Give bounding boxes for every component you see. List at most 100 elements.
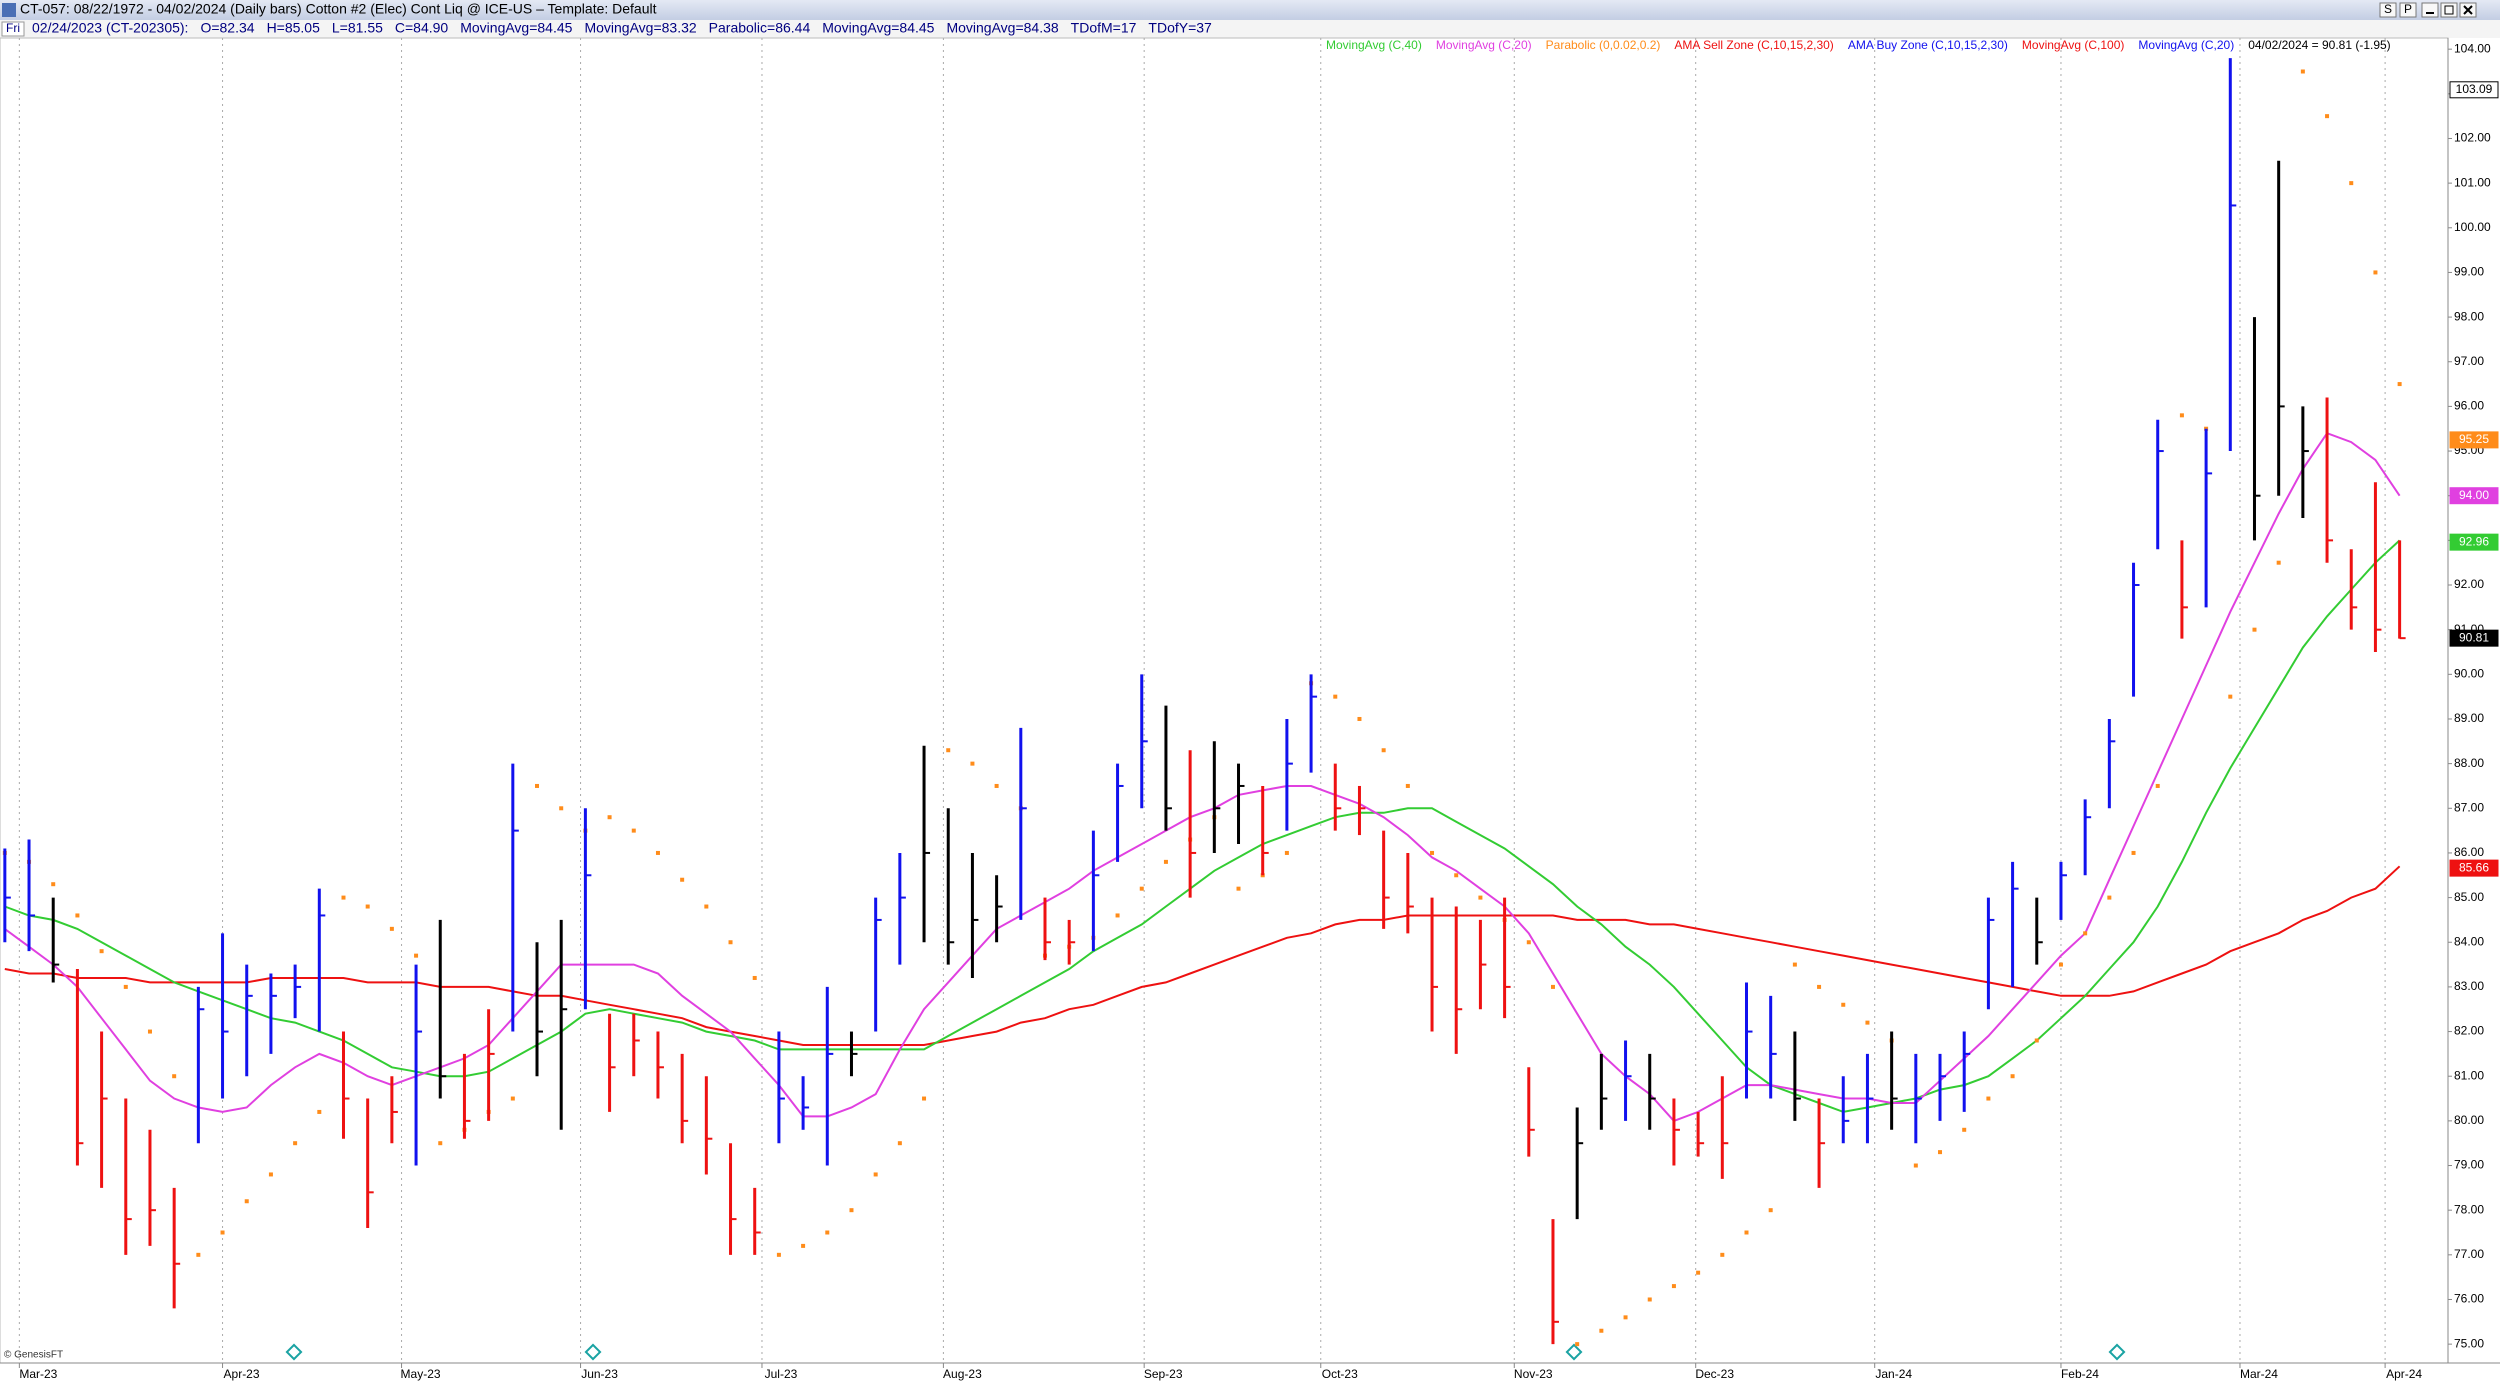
x-tick-label: May-23 (401, 1367, 441, 1381)
parabolic-dot (2228, 694, 2233, 699)
parabolic-dot (1381, 748, 1386, 753)
window-controls (2421, 2, 2477, 18)
event-icon (1565, 1343, 1583, 1361)
title-bar (0, 0, 2500, 20)
parabolic-dot (438, 1141, 443, 1146)
info-item: L=81.55 (332, 20, 383, 36)
parabolic-dot (825, 1230, 830, 1235)
parabolic-dot (317, 1109, 322, 1114)
parabolic-dot (1430, 850, 1435, 855)
parabolic-dot (1478, 895, 1483, 900)
parabolic-dot (1962, 1127, 1967, 1132)
window-button[interactable] (2399, 2, 2417, 18)
x-tick-label: Jul-23 (765, 1367, 798, 1381)
parabolic-dot (631, 828, 636, 833)
parabolic-dot (1454, 873, 1459, 878)
y-tick-label: 85.00 (2454, 890, 2484, 904)
x-tick-label: Feb-24 (2061, 1367, 2099, 1381)
info-item: MovingAvg=84.45 (460, 20, 572, 36)
parabolic-dot (2349, 181, 2354, 186)
parabolic-dot (2325, 114, 2330, 119)
window-button[interactable] (2379, 2, 2397, 18)
y-tick-label: 79.00 (2454, 1158, 2484, 1172)
parabolic-dot (389, 926, 394, 931)
parabolic-dot (776, 1252, 781, 1257)
y-tick-label: 89.00 (2454, 711, 2484, 725)
parabolic-dot (1284, 850, 1289, 855)
info-item: 02/24/2023 (CT-202305): (32, 20, 188, 36)
parabolic-dot (897, 1141, 902, 1146)
event-icon (2108, 1343, 2126, 1361)
y-tick-label: 96.00 (2454, 399, 2484, 413)
value-box (2449, 431, 2499, 449)
parabolic-dot (196, 1252, 201, 1257)
parabolic-dot (1792, 962, 1797, 967)
x-tick-label: Jan-24 (1875, 1367, 1912, 1381)
window-button-label: S (2384, 2, 2392, 16)
parabolic-dot (849, 1208, 854, 1213)
legend-entry: AMA Buy Zone (C,10,15,2,30) (1848, 38, 2008, 52)
legend-entry: AMA Sell Zone (C,10,15,2,30) (1674, 38, 1833, 52)
legend-entry: MovingAvg (C,20) (1436, 38, 1532, 52)
info-item: H=85.05 (267, 20, 321, 36)
parabolic-dot (1841, 1002, 1846, 1007)
x-tick-label: Dec-23 (1695, 1367, 1734, 1381)
parabolic-dot (1405, 783, 1410, 788)
info-item: MovingAvg=83.32 (584, 20, 696, 36)
parabolic-dot (1623, 1315, 1628, 1320)
info-day: Fri (6, 21, 20, 35)
y-tick-label: 86.00 (2454, 845, 2484, 859)
event-icon (584, 1343, 602, 1361)
parabolic-dot (2300, 69, 2305, 74)
parabolic-dot (2034, 1038, 2039, 1043)
minimize-button[interactable] (2421, 2, 2439, 18)
parabolic-dot (970, 761, 975, 766)
x-tick-label: Nov-23 (1514, 1367, 1553, 1381)
parabolic-dot (994, 783, 999, 788)
parabolic-dot (1986, 1096, 1991, 1101)
restore-button[interactable] (2440, 2, 2458, 18)
parabolic-dot (2083, 931, 2088, 936)
y-tick-label: 77.00 (2454, 1247, 2484, 1261)
legend-entry: MovingAvg (C,100) (2022, 38, 2125, 52)
y-tick-label: 75.00 (2454, 1336, 2484, 1350)
parabolic-dot (2155, 783, 2160, 788)
event-icons (285, 1343, 2126, 1361)
parabolic-dot (75, 913, 80, 918)
parabolic-dot (2397, 382, 2402, 387)
y-tick-label: 76.00 (2454, 1292, 2484, 1306)
moving-average-line (4, 539, 2401, 1113)
info-item: C=84.90 (395, 20, 449, 36)
x-tick-label: Mar-23 (19, 1367, 57, 1381)
y-tick-label: 90.00 (2454, 666, 2484, 680)
value-box-label: 103.09 (2456, 82, 2493, 96)
y-tick-label: 80.00 (2454, 1113, 2484, 1127)
info-item: Parabolic=86.44 (709, 20, 811, 36)
y-tick-label: 81.00 (2454, 1068, 2484, 1082)
x-tick-label: Jun-23 (581, 1367, 618, 1381)
quote: 04/02/2024 = 90.81 (-1.95) (2248, 38, 2390, 52)
parabolic-dot (268, 1172, 273, 1177)
y-tick-label: 101.00 (2454, 175, 2491, 189)
parabolic-dot (2010, 1074, 2015, 1079)
parabolic-dot (1696, 1270, 1701, 1275)
value-box (2449, 81, 2499, 99)
day-box (1, 21, 25, 37)
legend-entry: MovingAvg (C,20) (2138, 38, 2234, 52)
value-box-label: 94.00 (2459, 488, 2489, 502)
y-tick-label: 97.00 (2454, 354, 2484, 368)
parabolic-dot (220, 1230, 225, 1235)
parabolic-dot (341, 895, 346, 900)
y-tick-label: 88.00 (2454, 756, 2484, 770)
parabolic-dot (1163, 859, 1168, 864)
parabolic-dot (172, 1074, 177, 1079)
parabolic-dot (752, 975, 757, 980)
value-box-label: 92.96 (2459, 534, 2489, 548)
window-title: CT-057: 08/22/1972 - 04/02/2024 (Daily b… (20, 1, 657, 17)
parabolic-dot (99, 949, 104, 954)
parabolic-dot (922, 1096, 927, 1101)
value-box (2449, 629, 2499, 647)
parabolic-dot (1139, 886, 1144, 891)
parabolic-dot (1744, 1230, 1749, 1235)
parabolic-dot (1817, 984, 1822, 989)
